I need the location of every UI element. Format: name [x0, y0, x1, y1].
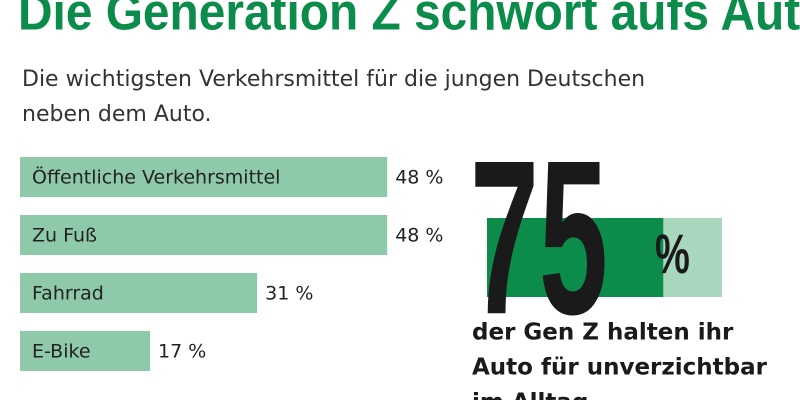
bar [20, 157, 388, 197]
value-label: 31 % [265, 283, 313, 305]
callout-caption: Auto für unverzichtbar [472, 355, 768, 381]
title: Die Generation Z schwört aufs Auto [18, 0, 800, 41]
bar [20, 215, 388, 255]
subtitle-line: neben dem Auto. [22, 102, 212, 127]
category-label: Fahrrad [32, 283, 104, 305]
value-label: 17 % [158, 341, 206, 363]
callout-caption: der Gen Z halten ihr [472, 320, 734, 346]
subtitle-line: Die wichtigsten Verkehrsmittel für die j… [22, 67, 645, 92]
value-label: 48 % [395, 225, 443, 247]
callout-unit: % [655, 223, 690, 286]
callout-number: 75 [470, 114, 608, 360]
callout-bar [487, 218, 664, 297]
category-label: Öffentliche Verkehrsmittel [32, 166, 280, 189]
value-label: 48 % [395, 167, 443, 189]
bar [20, 273, 258, 313]
category-label: E-Bike [32, 341, 91, 363]
bar [20, 331, 151, 371]
category-label: Zu Fuß [32, 225, 97, 247]
callout-caption: im Alltag [472, 390, 588, 400]
